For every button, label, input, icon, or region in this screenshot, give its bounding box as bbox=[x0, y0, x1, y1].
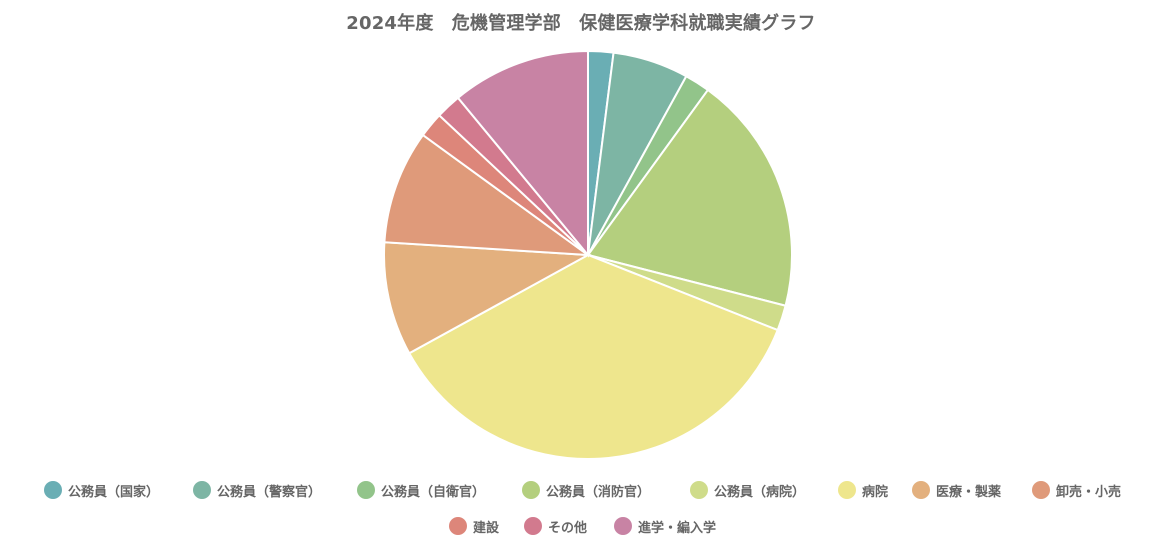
pie-slice-5[interactable] bbox=[407, 253, 779, 460]
legend-label-10: 進学・編入学 bbox=[638, 520, 717, 536]
legend-swatch-2 bbox=[357, 481, 375, 499]
legend-label-7: 卸売・小売 bbox=[1056, 484, 1122, 500]
legend-label-2: 公務員（自衛官） bbox=[381, 484, 486, 500]
legend-swatch-5 bbox=[838, 481, 856, 499]
legend-item-8[interactable]: 建設 bbox=[449, 514, 499, 538]
legend-label-0: 公務員（国家） bbox=[68, 484, 160, 500]
legend-label-9: その他 bbox=[548, 520, 588, 536]
legend-item-6[interactable]: 医療・製薬 bbox=[912, 478, 1001, 502]
pie-slice-6[interactable] bbox=[383, 241, 592, 355]
legend-swatch-6 bbox=[912, 481, 930, 499]
legend-row-1: 公務員（国家） 公務員（警察官） 公務員（自衛官） 公務員（消防官） 公務員（病院） 病院… bbox=[0, 478, 1162, 502]
pie-slice-7[interactable] bbox=[383, 133, 592, 257]
legend-label-5: 病院 bbox=[862, 484, 889, 500]
legend-swatch-4 bbox=[690, 481, 708, 499]
legend-item-2[interactable]: 公務員（自衛官） bbox=[357, 478, 485, 502]
legend-row-2: 建設 その他 進学・編入学 bbox=[0, 514, 1162, 538]
legend-label-4: 公務員（病院） bbox=[714, 484, 806, 500]
legend-swatch-1 bbox=[193, 481, 211, 499]
legend-label-6: 医療・製薬 bbox=[936, 484, 1002, 500]
legend-item-3[interactable]: 公務員（消防官） bbox=[522, 478, 650, 502]
legend-label-1: 公務員（警察官） bbox=[217, 484, 322, 500]
legend-swatch-8 bbox=[449, 517, 467, 535]
legend-swatch-7 bbox=[1032, 481, 1050, 499]
legend-item-4[interactable]: 公務員（病院） bbox=[690, 478, 805, 502]
pie-slice-3[interactable] bbox=[586, 88, 793, 307]
legend-item-5[interactable]: 病院 bbox=[838, 478, 888, 502]
pie-slice-10[interactable] bbox=[456, 49, 589, 258]
legend-swatch-10 bbox=[614, 517, 632, 535]
legend-item-10[interactable]: 進学・編入学 bbox=[614, 514, 716, 538]
legend-swatch-0 bbox=[44, 481, 62, 499]
legend-swatch-9 bbox=[524, 517, 542, 535]
legend-label-8: 建設 bbox=[473, 520, 500, 536]
legend-item-7[interactable]: 卸売・小売 bbox=[1032, 478, 1121, 502]
legend-item-1[interactable]: 公務員（警察官） bbox=[193, 478, 321, 502]
legend-label-3: 公務員（消防官） bbox=[546, 484, 651, 500]
legend-item-9[interactable]: その他 bbox=[524, 514, 587, 538]
legend-item-0[interactable]: 公務員（国家） bbox=[44, 478, 159, 502]
legend-swatch-3 bbox=[522, 481, 540, 499]
chart-title: 2024年度 危機管理学部 保健医療学科就職実績グラフ bbox=[346, 13, 816, 34]
